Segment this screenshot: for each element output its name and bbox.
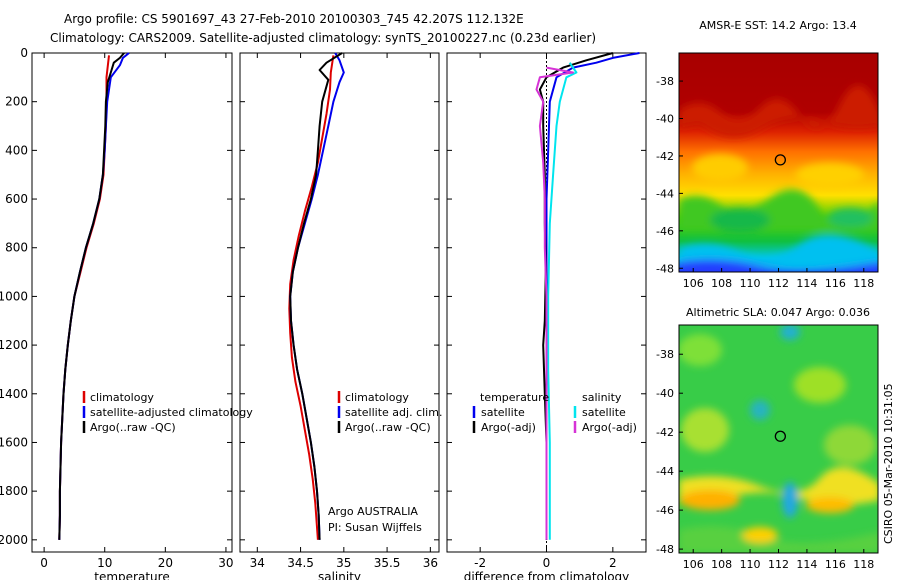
series-line-argo-raw-qc- bbox=[58, 52, 125, 540]
series-line-climatology bbox=[288, 55, 335, 540]
sla-map-axes: 106 108 110 112 114 116 118 -38 -40 -42 -44 -46 -48 bbox=[656, 348, 874, 571]
x-tick-label: 0 bbox=[543, 556, 551, 570]
sla-argo-location-marker bbox=[774, 430, 786, 442]
x-tick-label: 35.5 bbox=[374, 556, 401, 570]
y-tick-label: 800 bbox=[5, 241, 28, 255]
map-x-tick-label: 108 bbox=[711, 277, 732, 290]
y-tick-label: 1800 bbox=[0, 484, 28, 498]
sst-map-title: AMSR-E SST: 14.2 Argo: 13.4 bbox=[699, 19, 857, 32]
sst-argo-location-marker bbox=[774, 154, 786, 166]
map-y-tick-label: -40 bbox=[656, 387, 674, 400]
map-x-tick-label: 116 bbox=[825, 277, 846, 290]
map-x-tick-label: 110 bbox=[740, 277, 761, 290]
map-x-tick-label: 116 bbox=[825, 558, 846, 571]
series-line-argo-raw-qc- bbox=[289, 52, 343, 540]
y-tick-label: 2000 bbox=[0, 533, 28, 547]
x-axis-label: difference from climatology bbox=[464, 570, 630, 580]
map-x-tick-label: 118 bbox=[853, 558, 874, 571]
map-y-tick-label: -44 bbox=[656, 465, 674, 478]
x-tick-label: 10 bbox=[97, 556, 112, 570]
x-axis-label: salinity bbox=[318, 570, 361, 580]
legend-label-sal-satellite: satellite bbox=[582, 406, 626, 419]
map-y-tick-label: -42 bbox=[656, 426, 674, 439]
map-x-tick-label: 110 bbox=[740, 558, 761, 571]
credit-timestamp: CSIRO 05-Mar-2010 10:31:05 bbox=[882, 383, 895, 544]
legend-label-climatology: climatology bbox=[90, 391, 154, 404]
map-x-tick-label: 106 bbox=[683, 558, 704, 571]
y-tick-label: 1000 bbox=[0, 289, 28, 303]
annotation-argo-australia: Argo AUSTRALIA bbox=[328, 505, 418, 518]
map-y-tick-label: -46 bbox=[656, 225, 674, 238]
map-x-tick-label: 108 bbox=[711, 558, 732, 571]
legend-label-sal-argo: Argo(-adj) bbox=[582, 421, 637, 434]
map-y-tick-label: -38 bbox=[656, 75, 674, 88]
annotation-pi: PI: Susan Wijffels bbox=[328, 521, 422, 534]
plot-frame bbox=[31, 52, 233, 553]
salinity-panel: 34 34.5 35 35.5 36 salinity bbox=[239, 52, 440, 580]
legend-label-temp-satellite: satellite bbox=[481, 406, 525, 419]
x-tick-label: 36 bbox=[423, 556, 438, 570]
figure-title-line2: Climatology: CARS2009. Satellite-adjuste… bbox=[50, 31, 596, 45]
temperature-panel: 0 10 20 30 0 200 400 600 800 1000 1200 1400 1600 1800… bbox=[0, 46, 234, 580]
legend-label-satellite-adjusted: satellite-adjusted climatology bbox=[90, 406, 253, 419]
y-tick-label: 400 bbox=[5, 143, 28, 157]
y-tick-label: 1200 bbox=[0, 338, 28, 352]
map-x-tick-label: 112 bbox=[768, 277, 789, 290]
legend-label-temp-argo: Argo(-adj) bbox=[481, 421, 536, 434]
map-x-tick-label: 118 bbox=[853, 277, 874, 290]
y-tick-label: 1400 bbox=[0, 387, 28, 401]
plot-frame bbox=[239, 52, 440, 553]
legend-title-salinity: salinity bbox=[582, 391, 622, 404]
figure-title-line1: Argo profile: CS 5901697_43 27-Feb-2010 … bbox=[64, 12, 524, 26]
x-tick-label: -2 bbox=[474, 556, 486, 570]
sla-map-image bbox=[679, 325, 878, 553]
series-line-salinity-argo-adj- bbox=[535, 66, 574, 540]
map-y-tick-label: -44 bbox=[656, 187, 674, 200]
x-tick-label: 34 bbox=[250, 556, 265, 570]
x-axis-label: temperature bbox=[94, 570, 169, 580]
sla-map-title: Altimetric SLA: 0.047 Argo: 0.036 bbox=[686, 306, 870, 319]
map-y-tick-label: -42 bbox=[656, 150, 674, 163]
x-tick-label: 0 bbox=[40, 556, 48, 570]
map-y-tick-label: -46 bbox=[656, 504, 674, 517]
map-y-tick-label: -48 bbox=[656, 262, 674, 275]
temperature-legend: climatology satellite-adjusted climatolo… bbox=[82, 391, 253, 434]
map-y-tick-label: -48 bbox=[656, 543, 674, 556]
legend-label-argo: Argo(..raw -QC) bbox=[345, 421, 431, 434]
map-x-tick-label: 112 bbox=[768, 558, 789, 571]
legend-label-climatology: climatology bbox=[345, 391, 409, 404]
y-tick-label: 200 bbox=[5, 95, 28, 109]
legend-label-satellite-adj: satellite adj. clim. bbox=[345, 406, 442, 419]
difference-legend: temperature satellite Argo(-adj) salinit… bbox=[472, 391, 637, 434]
x-tick-label: 20 bbox=[158, 556, 173, 570]
map-x-tick-label: 114 bbox=[796, 277, 817, 290]
x-tick-label: 30 bbox=[218, 556, 233, 570]
x-tick-label: 2 bbox=[609, 556, 617, 570]
map-y-tick-label: -38 bbox=[656, 348, 674, 361]
y-tick-label: 1600 bbox=[0, 435, 28, 449]
series-line-salinity-satellite bbox=[547, 62, 578, 540]
sst-map-axes: 106 108 110 112 114 116 118 -38 -40 -42 -44 -46 -48 bbox=[656, 75, 874, 290]
y-tick-label: 600 bbox=[5, 192, 28, 206]
x-tick-label: 35 bbox=[336, 556, 351, 570]
salinity-legend: climatology satellite adj. clim. Argo(..… bbox=[337, 391, 442, 434]
sst-map-image bbox=[679, 53, 878, 272]
legend-label-argo: Argo(..raw -QC) bbox=[90, 421, 176, 434]
map-x-tick-label: 106 bbox=[683, 277, 704, 290]
map-x-tick-label: 114 bbox=[796, 558, 817, 571]
y-tick-label: 0 bbox=[20, 46, 28, 60]
legend-title-temperature: temperature bbox=[480, 391, 549, 404]
x-tick-label: 34.5 bbox=[287, 556, 314, 570]
map-y-tick-label: -40 bbox=[656, 113, 674, 126]
